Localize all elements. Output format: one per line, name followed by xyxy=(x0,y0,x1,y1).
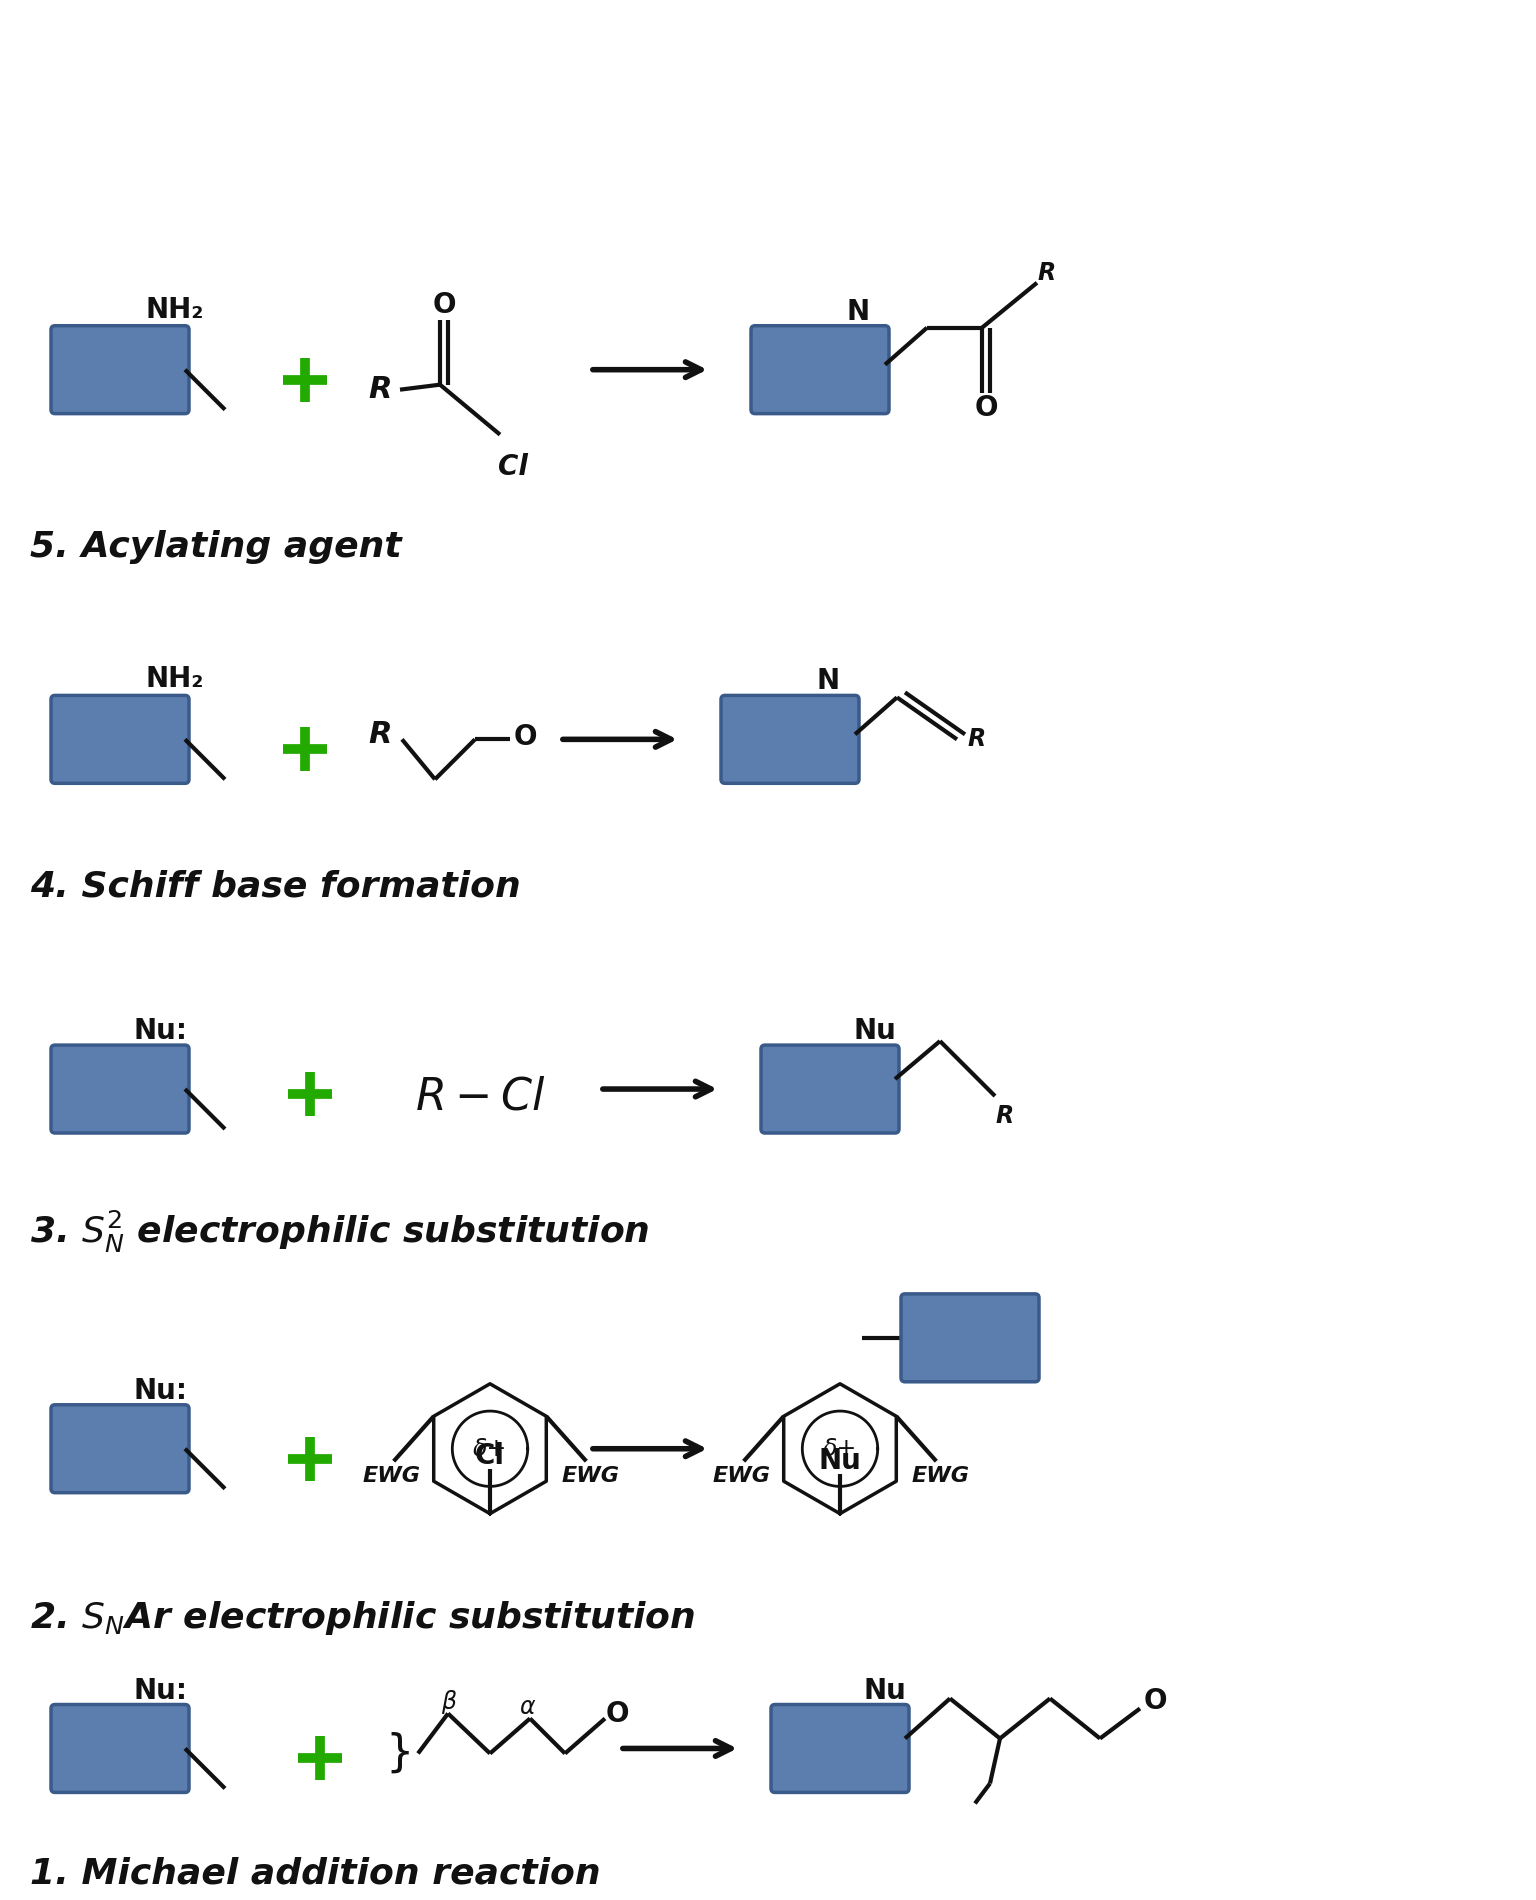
Text: }: } xyxy=(386,1733,415,1775)
Text: β: β xyxy=(441,1689,456,1714)
Text: $R-Cl$: $R-Cl$ xyxy=(415,1075,545,1119)
Text: Nu: Nu xyxy=(863,1676,906,1704)
Text: R: R xyxy=(369,374,392,405)
Text: δ+: δ+ xyxy=(473,1436,507,1461)
Text: Nu:: Nu: xyxy=(134,1378,187,1404)
Text: O: O xyxy=(1143,1687,1167,1714)
Text: R: R xyxy=(995,1104,1014,1129)
FancyBboxPatch shape xyxy=(751,325,889,414)
Text: 1. Michael addition reaction: 1. Michael addition reaction xyxy=(31,1856,601,1890)
Text: R: R xyxy=(1038,260,1057,285)
FancyBboxPatch shape xyxy=(51,1045,189,1132)
Text: Nu: Nu xyxy=(819,1446,862,1474)
Text: N: N xyxy=(817,667,840,695)
Text: EWG: EWG xyxy=(362,1467,421,1486)
Text: R: R xyxy=(369,720,392,749)
FancyBboxPatch shape xyxy=(902,1294,1038,1381)
Text: 2. $S_N$Ar electrophilic substitution: 2. $S_N$Ar electrophilic substitution xyxy=(31,1598,696,1636)
Text: Nu:: Nu: xyxy=(134,1676,187,1704)
FancyBboxPatch shape xyxy=(51,325,189,414)
Text: 4. Schiff base formation: 4. Schiff base formation xyxy=(31,868,521,902)
FancyBboxPatch shape xyxy=(51,695,189,783)
Text: O: O xyxy=(432,291,456,319)
FancyBboxPatch shape xyxy=(720,695,859,783)
FancyBboxPatch shape xyxy=(51,1704,189,1792)
Text: δ+: δ+ xyxy=(823,1436,857,1461)
Text: NH₂: NH₂ xyxy=(144,665,203,694)
FancyBboxPatch shape xyxy=(51,1404,189,1493)
Text: N: N xyxy=(846,298,869,325)
Text: Cl: Cl xyxy=(498,452,528,481)
Text: EWG: EWG xyxy=(561,1467,619,1486)
Text: Nu: Nu xyxy=(854,1017,897,1045)
Text: EWG: EWG xyxy=(713,1467,771,1486)
Text: α: α xyxy=(519,1695,535,1718)
Text: R: R xyxy=(968,728,986,751)
Text: O: O xyxy=(513,724,536,750)
Text: Cl: Cl xyxy=(475,1442,505,1471)
Text: NH₂: NH₂ xyxy=(144,296,203,323)
FancyBboxPatch shape xyxy=(771,1704,909,1792)
Text: EWG: EWG xyxy=(911,1467,969,1486)
Text: Nu:: Nu: xyxy=(134,1017,187,1045)
Text: 3. $S_N^2$ electrophilic substitution: 3. $S_N^2$ electrophilic substitution xyxy=(31,1208,650,1256)
Text: 5. Acylating agent: 5. Acylating agent xyxy=(31,530,401,564)
Text: O: O xyxy=(974,393,998,422)
FancyBboxPatch shape xyxy=(760,1045,899,1132)
Text: O: O xyxy=(605,1699,628,1727)
